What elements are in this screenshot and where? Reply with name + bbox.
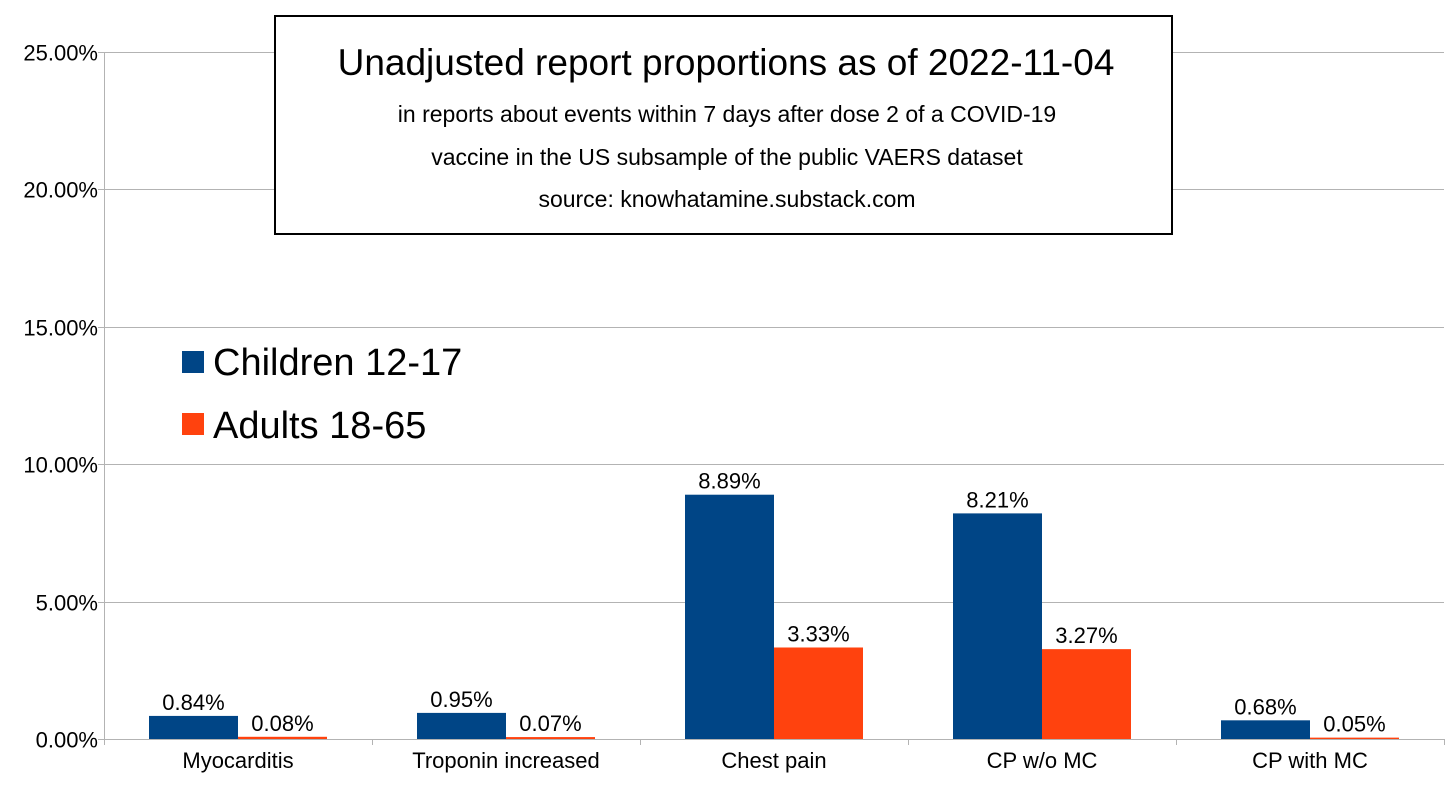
data-label: 0.08% bbox=[251, 711, 313, 736]
legend-item-children: Children 12-17 bbox=[182, 342, 462, 384]
data-label: 8.21% bbox=[966, 487, 1028, 512]
data-label: 3.33% bbox=[787, 621, 849, 646]
chart-subtitle-line-2: vaccine in the US subsample of the publi… bbox=[431, 144, 1023, 170]
data-label: 3.27% bbox=[1055, 623, 1117, 648]
bar-children bbox=[685, 494, 774, 739]
x-category-label: Myocarditis bbox=[182, 748, 293, 773]
bar-children bbox=[953, 513, 1042, 739]
y-tick-label: 20.00% bbox=[23, 178, 98, 203]
bar-children bbox=[149, 715, 238, 739]
chart-title: Unadjusted report proportions as of 2022… bbox=[338, 42, 1115, 83]
x-category-label: Chest pain bbox=[721, 748, 826, 773]
legend-item-adults: Adults 18-65 bbox=[182, 405, 426, 447]
legend-swatch-adults bbox=[182, 413, 204, 435]
legend-label-children: Children 12-17 bbox=[213, 342, 462, 384]
bar-adults bbox=[774, 647, 863, 739]
x-category-label: CP with MC bbox=[1252, 748, 1368, 773]
x-category-label: CP w/o MC bbox=[987, 748, 1098, 773]
x-category-label: Troponin increased bbox=[412, 748, 600, 773]
labels: 0.00% 5.00% 10.00% 15.00% 20.00% 25.00% 0.84% 0… bbox=[23, 41, 1385, 774]
axes bbox=[98, 52, 1445, 745]
title-box-border bbox=[274, 15, 1173, 235]
y-tick-label: 25.00% bbox=[23, 41, 98, 66]
bars bbox=[149, 494, 1399, 739]
y-tick-label: 10.00% bbox=[23, 453, 98, 478]
bar-children bbox=[1221, 720, 1310, 739]
bar-children bbox=[417, 712, 506, 739]
data-label: 0.84% bbox=[162, 690, 224, 715]
legend: Children 12-17 Adults 18-65 bbox=[182, 342, 462, 447]
data-label: 0.68% bbox=[1234, 694, 1296, 719]
data-label: 0.05% bbox=[1323, 712, 1385, 737]
bar-adults bbox=[238, 736, 327, 739]
chart-subtitle-line-3: source: knowhatamine.substack.com bbox=[538, 186, 915, 212]
y-tick-label: 5.00% bbox=[36, 591, 98, 616]
chart-subtitle-line-1: in reports about events within 7 days af… bbox=[398, 101, 1056, 127]
data-label: 0.95% bbox=[430, 687, 492, 712]
bar-adults bbox=[1310, 737, 1399, 739]
legend-swatch-children bbox=[182, 351, 204, 373]
y-tick-label: 0.00% bbox=[36, 728, 98, 753]
title-box: Unadjusted report proportions as of 2022… bbox=[274, 15, 1173, 235]
bar-adults bbox=[506, 737, 595, 739]
legend-label-adults: Adults 18-65 bbox=[213, 405, 426, 447]
data-label: 0.07% bbox=[519, 711, 581, 736]
data-label: 8.89% bbox=[698, 469, 760, 494]
bar-adults bbox=[1042, 649, 1131, 739]
y-tick-label: 15.00% bbox=[23, 316, 98, 341]
